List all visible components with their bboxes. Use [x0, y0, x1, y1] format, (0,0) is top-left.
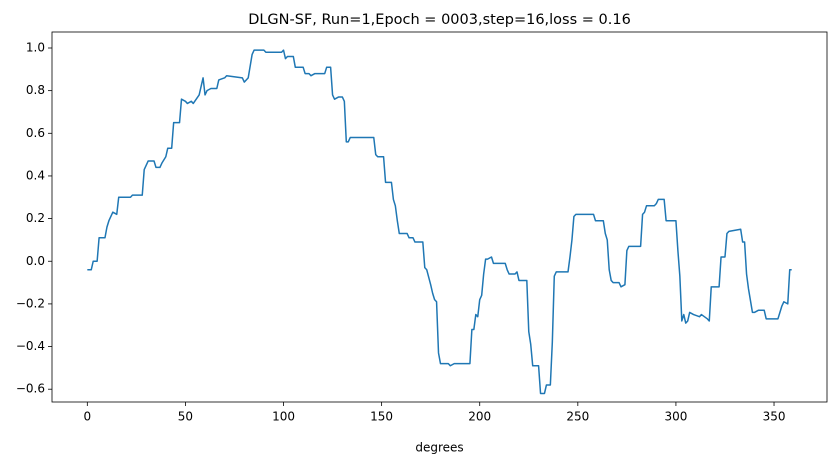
x-tick-label: 350	[763, 410, 786, 424]
x-tick-label: 150	[370, 410, 393, 424]
x-tick-label: 200	[468, 410, 491, 424]
x-tick-label: 0	[83, 410, 91, 424]
y-tick-label: 0.0	[26, 254, 45, 268]
y-tick-label: 0.4	[26, 168, 45, 182]
x-tick-label: 100	[272, 410, 295, 424]
x-tick-label: 250	[566, 410, 589, 424]
y-tick-label: 0.2	[26, 211, 45, 225]
y-tick-label: −0.2	[16, 296, 45, 310]
y-tick-label: 0.6	[26, 126, 45, 140]
y-tick-label: −0.4	[16, 339, 45, 353]
data-line	[87, 49, 792, 395]
x-tick-label: 50	[178, 410, 193, 424]
x-axis-label: degrees	[415, 441, 463, 455]
x-tick-label: 300	[664, 410, 687, 424]
y-tick-label: −0.6	[16, 382, 45, 396]
chart-title: DLGN-SF, Run=1,Epoch = 0003,step=16,loss…	[248, 12, 631, 28]
y-tick-label: 1.0	[26, 40, 45, 54]
plot-frame	[51, 31, 828, 403]
y-tick-label: 0.8	[26, 83, 45, 97]
